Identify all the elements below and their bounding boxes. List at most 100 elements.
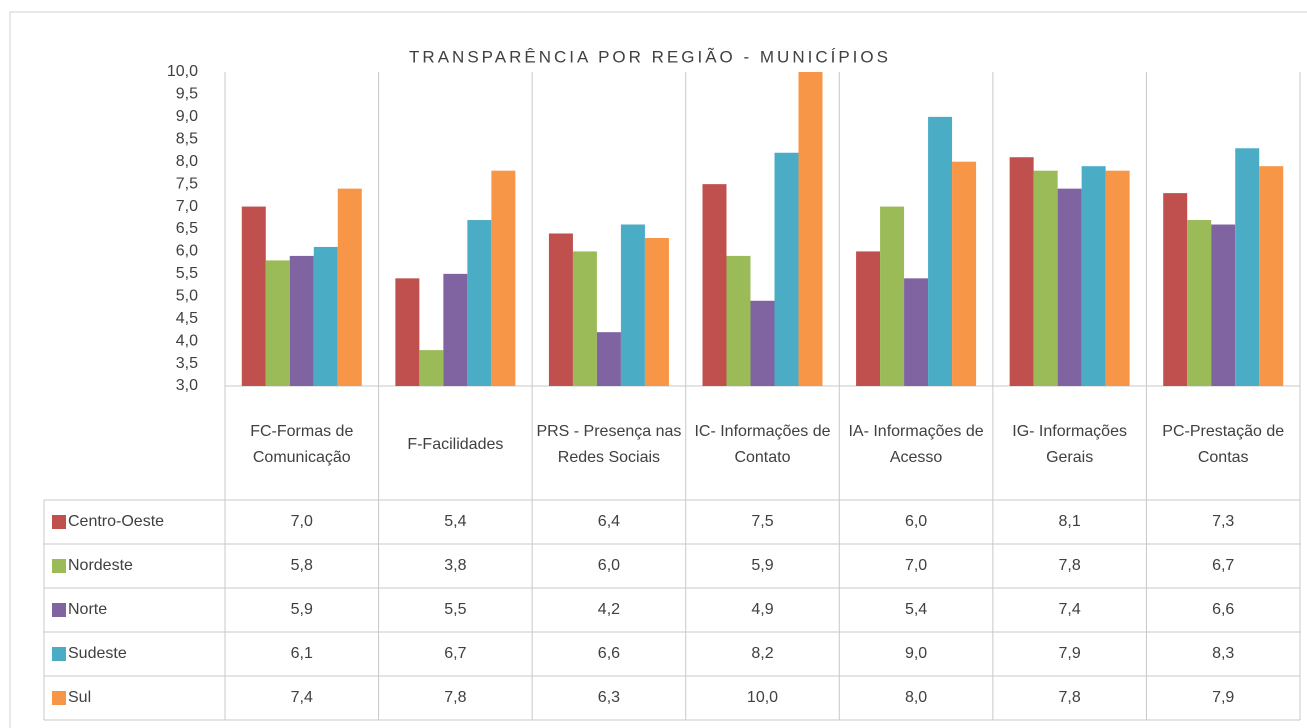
bar xyxy=(467,220,492,386)
bar xyxy=(1105,170,1130,386)
bar xyxy=(395,278,420,386)
y-tick-label: 4,5 xyxy=(176,310,198,327)
table-value: 6,0 xyxy=(905,513,927,530)
y-tick-label: 7,0 xyxy=(176,198,198,215)
x-tick-label: PC-Prestação de Contas xyxy=(1162,423,1285,466)
table-value: 6,7 xyxy=(1212,557,1234,574)
bar xyxy=(548,233,573,386)
table-value: 3,8 xyxy=(444,557,466,574)
table-value: 7,4 xyxy=(1059,601,1081,618)
legend-swatch xyxy=(52,603,66,617)
bar xyxy=(265,260,290,386)
table-value: 7,0 xyxy=(905,557,927,574)
bar xyxy=(1259,166,1284,386)
y-tick-label: 3,0 xyxy=(176,377,198,394)
chart-border xyxy=(9,11,1307,728)
legend-label: Norte xyxy=(68,601,107,618)
bar xyxy=(596,332,621,386)
table-value: 6,3 xyxy=(598,689,620,706)
bar xyxy=(572,251,597,386)
bar xyxy=(1057,188,1082,386)
y-tick-label: 9,0 xyxy=(176,108,198,125)
bar xyxy=(1081,166,1106,386)
table-value: 5,5 xyxy=(444,601,466,618)
x-tick-label: FC-Formas de Comunicação xyxy=(250,423,354,466)
y-tick-label: 7,5 xyxy=(176,175,198,192)
y-tick-label: 4,0 xyxy=(176,332,198,349)
y-tick-label: 5,5 xyxy=(176,265,198,282)
bar xyxy=(880,206,905,386)
legend-swatch xyxy=(52,515,66,529)
table-value: 7,8 xyxy=(1059,557,1081,574)
legend-label: Sul xyxy=(68,689,91,706)
legend-swatch xyxy=(52,559,66,573)
y-tick-label: 5,0 xyxy=(176,288,198,305)
table-value: 5,8 xyxy=(291,557,313,574)
y-tick-label: 9,5 xyxy=(176,86,198,103)
legend-swatch xyxy=(52,647,66,661)
y-tick-label: 8,0 xyxy=(176,153,198,170)
bar xyxy=(337,188,362,386)
legend-label: Centro-Oeste xyxy=(68,513,164,530)
bar xyxy=(798,72,823,386)
table-value: 9,0 xyxy=(905,645,927,662)
legend-label: Nordeste xyxy=(68,557,133,574)
bar xyxy=(419,350,444,386)
bar xyxy=(1163,193,1188,386)
bar xyxy=(702,184,727,386)
table-value: 5,9 xyxy=(751,557,773,574)
table-value: 6,7 xyxy=(444,645,466,662)
table-value: 4,9 xyxy=(751,601,773,618)
x-tick-label: F-Facilidades xyxy=(407,436,504,453)
bar xyxy=(774,152,799,386)
bar xyxy=(726,255,751,386)
x-tick-label: IG- Informações Gerais xyxy=(1012,423,1127,466)
table-value: 7,5 xyxy=(751,513,773,530)
table-value: 7,8 xyxy=(1059,689,1081,706)
table-value: 6,0 xyxy=(598,557,620,574)
table-value: 5,4 xyxy=(905,601,927,618)
bar xyxy=(491,170,516,386)
table-value: 6,1 xyxy=(291,645,313,662)
table-value: 7,9 xyxy=(1059,645,1081,662)
bar xyxy=(1187,220,1212,386)
bar xyxy=(952,161,977,386)
bar xyxy=(856,251,881,386)
y-tick-label: 8,5 xyxy=(176,131,198,148)
bar xyxy=(1235,148,1260,386)
bar xyxy=(750,300,775,386)
bar xyxy=(443,273,468,386)
table-value: 8,2 xyxy=(751,645,773,662)
y-tick-label: 3,5 xyxy=(176,355,198,372)
table-value: 7,9 xyxy=(1212,689,1234,706)
table-value: 4,2 xyxy=(598,601,620,618)
bar xyxy=(1009,157,1034,386)
table-value: 6,4 xyxy=(598,513,620,530)
bar xyxy=(313,246,338,386)
bar xyxy=(928,116,953,386)
table-value: 10,0 xyxy=(747,689,778,706)
table-value: 7,4 xyxy=(291,689,313,706)
bar xyxy=(1211,224,1236,386)
legend-swatch xyxy=(52,691,66,705)
bar xyxy=(644,237,669,386)
x-tick-label: IC- Informações de Contato xyxy=(694,423,831,466)
legend-label: Sudeste xyxy=(68,645,127,662)
table-value: 8,1 xyxy=(1059,513,1081,530)
table-value: 6,6 xyxy=(1212,601,1234,618)
y-tick-label: 6,0 xyxy=(176,243,198,260)
bar xyxy=(620,224,645,386)
table-value: 8,0 xyxy=(905,689,927,706)
table-value: 6,6 xyxy=(598,645,620,662)
bar xyxy=(904,278,929,386)
y-tick-label: 10,0 xyxy=(167,63,198,80)
table-value: 7,0 xyxy=(291,513,313,530)
table-value: 5,4 xyxy=(444,513,466,530)
table-value: 8,3 xyxy=(1212,645,1234,662)
bar xyxy=(289,255,314,386)
table-value: 7,3 xyxy=(1212,513,1234,530)
chart-title: TRANSPARÊNCIA POR REGIÃO - MUNICÍPIOS xyxy=(409,47,891,66)
table-value: 7,8 xyxy=(444,689,466,706)
